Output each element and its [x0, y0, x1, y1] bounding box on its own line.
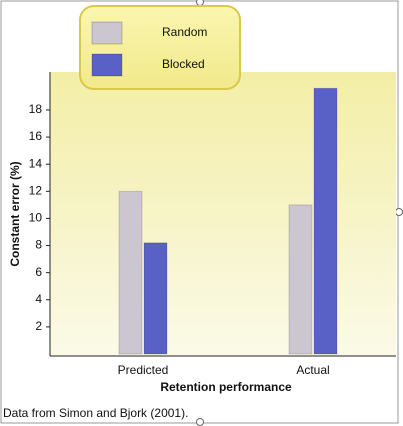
y-tick-label: 10 [29, 211, 43, 225]
x-tick-label: Actual [296, 363, 329, 377]
y-tick-label: 2 [35, 319, 42, 333]
legend-swatch [91, 21, 123, 45]
y-tick-label: 16 [29, 129, 43, 143]
legend-label: Random [162, 25, 207, 39]
y-axis-label: Constant error (%) [8, 161, 22, 266]
x-axis-label: Retention performance [160, 380, 292, 394]
bar [143, 242, 168, 355]
y-tick-label: 6 [35, 265, 42, 279]
handle [395, 208, 403, 216]
y-tick-label: 12 [29, 183, 43, 197]
legend-label: Blocked [162, 57, 205, 71]
y-tick-label: 8 [35, 238, 42, 252]
legend-box [79, 5, 241, 90]
plot-area [50, 72, 396, 356]
y-tick-label: 4 [35, 292, 42, 306]
bar [118, 190, 143, 355]
legend-swatch [91, 53, 123, 77]
y-tick-label: 18 [29, 102, 43, 116]
bar [313, 87, 338, 355]
handle [196, 0, 204, 6]
x-tick-label: Predicted [118, 363, 169, 377]
bar [288, 204, 313, 355]
handle [196, 418, 204, 426]
y-tick-label: 14 [29, 156, 43, 170]
source-note: Data from Simon and Bjork (2001). [3, 406, 188, 420]
